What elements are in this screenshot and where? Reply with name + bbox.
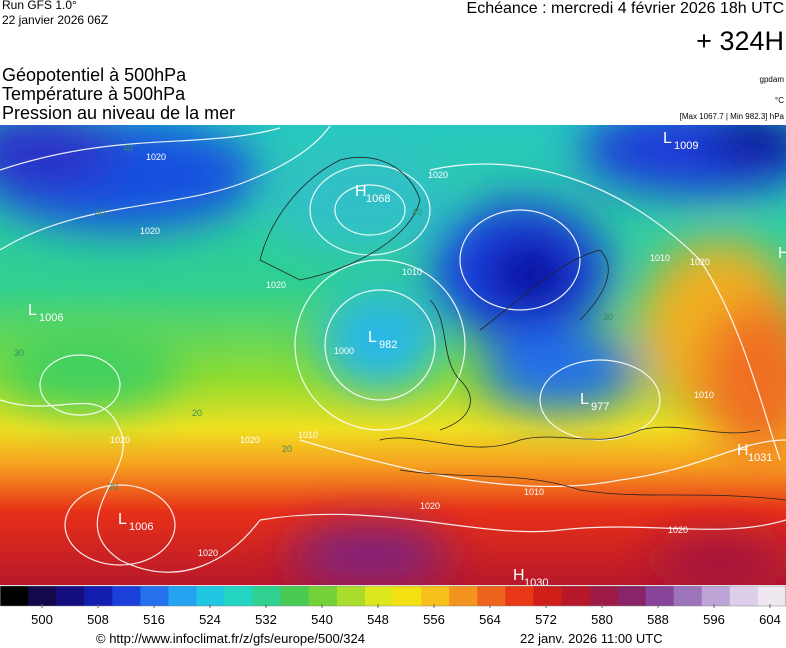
- footer-time: 22 janv. 2026 11:00 UTC: [520, 631, 663, 646]
- colorbar-swatch: [0, 586, 29, 606]
- contour-label: 1010: [298, 430, 318, 440]
- colorbar-swatch: [252, 586, 282, 606]
- contour-label: 1010: [650, 253, 670, 263]
- colorbar-swatch: [701, 586, 731, 606]
- contour-label: 30: [14, 348, 24, 358]
- colorbar-swatch: [84, 586, 113, 606]
- center-value: 1031: [748, 452, 772, 464]
- contour-label: 1010: [524, 487, 544, 497]
- center-letter: L: [580, 391, 589, 408]
- colorbar-swatch: [673, 586, 703, 606]
- colorbar-label: 500: [31, 612, 53, 627]
- colorbar-swatch: [449, 586, 478, 606]
- colorbar-label: 604: [759, 612, 781, 627]
- colorbar-swatch: [112, 586, 141, 606]
- colorbar-label: 580: [591, 612, 613, 627]
- contour-label: 1020: [240, 435, 260, 445]
- center-letter: L: [663, 130, 672, 147]
- contour-label: 1020: [146, 152, 166, 162]
- colorbar-swatch: [196, 586, 226, 606]
- center-value: 1009: [674, 140, 698, 152]
- center-value: 982: [379, 339, 397, 351]
- colorbar-swatch: [729, 586, 759, 606]
- center-value: 1006: [129, 521, 153, 533]
- colorbar-label: 532: [255, 612, 277, 627]
- colorbar-label: 588: [647, 612, 669, 627]
- colorbar-label: 556: [423, 612, 445, 627]
- layer-name: Géopotentiel à 500hPa: [2, 65, 187, 85]
- layer-name: Pression au niveau de la mer: [2, 103, 235, 123]
- colorbar-swatch: [589, 586, 619, 606]
- contour-label: 1020: [428, 170, 448, 180]
- contour-label: 1020: [198, 548, 218, 558]
- contour-label: 1020: [110, 435, 130, 445]
- colorbar-swatch: [561, 586, 590, 606]
- unit-label: [Max 1067.7 | Min 982.3] hPa: [680, 112, 785, 121]
- colorbar-swatch: [421, 586, 450, 606]
- colorbar-label: 524: [199, 612, 221, 627]
- colorbar-swatch: [364, 586, 394, 606]
- colorbar-swatch: [28, 586, 57, 606]
- colorbar-swatch: [757, 586, 786, 606]
- layer-name: Température à 500hPa: [2, 84, 186, 104]
- contour-label: 1020: [140, 226, 160, 236]
- center-letter: H: [355, 183, 367, 200]
- colorbar-swatch: [533, 586, 562, 606]
- contour-label: 1020: [420, 501, 440, 511]
- lead-time: + 324H: [696, 26, 784, 56]
- colorbar-label: 516: [143, 612, 165, 627]
- colorbar-swatch: [645, 586, 675, 606]
- contour-label: 40: [123, 143, 133, 153]
- colorbar-swatch: [477, 586, 506, 606]
- colorbar-label: 572: [535, 612, 557, 627]
- contour-label: 40: [95, 208, 105, 218]
- center-value: 1068: [366, 193, 390, 205]
- colorbar-swatch: [280, 586, 310, 606]
- colorbar-swatch: [168, 586, 197, 606]
- colorbar-swatch: [505, 586, 534, 606]
- contour-label: 1020: [690, 257, 710, 267]
- valid-time: Echéance : mercredi 4 février 2026 18h U…: [467, 0, 784, 17]
- center-letter: L: [368, 329, 377, 346]
- center-letter: L: [118, 511, 127, 528]
- contour-label: 20: [282, 444, 292, 454]
- colorbar-label: 508: [87, 612, 109, 627]
- run-label: Run GFS 1.0°: [2, 0, 77, 12]
- contour-label: 1010: [694, 390, 714, 400]
- center-letter: H: [513, 567, 525, 584]
- contour-label: 20: [192, 408, 202, 418]
- contour-label: 1020: [668, 525, 688, 535]
- center-value: 1006: [39, 312, 63, 324]
- colorbar-swatch: [308, 586, 338, 606]
- contour-label: 1000: [334, 346, 354, 356]
- colorbar-label: 596: [703, 612, 725, 627]
- colorbar-label: 548: [367, 612, 389, 627]
- run-date: 22 janvier 2026 06Z: [2, 13, 108, 27]
- center-letter: L: [28, 302, 37, 319]
- colorbar-swatch: [336, 586, 366, 606]
- center-letter: H: [737, 442, 749, 459]
- colorbar-swatch: [140, 586, 169, 606]
- colorbar-swatch: [224, 586, 254, 606]
- colorbar-swatch: [393, 586, 422, 606]
- contour-label: 30: [603, 312, 613, 322]
- source-url: © http://www.infoclimat.fr/z/gfs/europe/…: [96, 631, 365, 646]
- center-value: 977: [591, 401, 609, 413]
- contour-label: 40: [412, 207, 422, 217]
- colorbar-swatch: [56, 586, 85, 606]
- center-letter: H: [778, 245, 786, 262]
- unit-label: gpdam: [760, 75, 785, 84]
- colorbar-label: 564: [479, 612, 501, 627]
- map-field: [0, 125, 786, 585]
- colorbar-swatch: [617, 586, 647, 606]
- contour-label: 1020: [266, 280, 286, 290]
- colorbar-label: 540: [311, 612, 333, 627]
- unit-label: °C: [775, 96, 784, 105]
- contour-label: 20: [108, 482, 118, 492]
- contour-label: 1010: [402, 267, 422, 277]
